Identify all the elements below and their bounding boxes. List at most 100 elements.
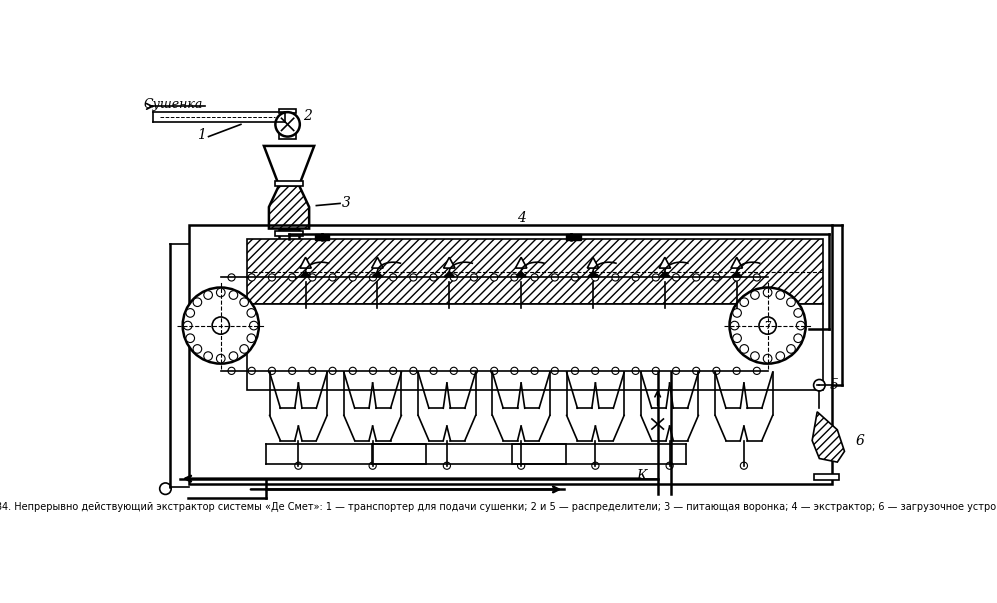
Circle shape xyxy=(733,309,742,317)
Polygon shape xyxy=(264,146,314,186)
Circle shape xyxy=(754,274,761,281)
Circle shape xyxy=(444,462,451,469)
Circle shape xyxy=(240,298,248,306)
Bar xyxy=(372,444,427,464)
Circle shape xyxy=(182,288,259,364)
Circle shape xyxy=(203,352,212,361)
Circle shape xyxy=(713,274,720,281)
Circle shape xyxy=(349,367,356,374)
Circle shape xyxy=(329,367,336,374)
Circle shape xyxy=(228,274,235,281)
Circle shape xyxy=(672,367,680,374)
Circle shape xyxy=(794,334,803,343)
Polygon shape xyxy=(731,257,743,268)
Circle shape xyxy=(451,274,458,281)
Circle shape xyxy=(814,379,826,391)
Circle shape xyxy=(212,317,229,334)
Circle shape xyxy=(369,274,377,281)
Bar xyxy=(279,109,296,113)
Circle shape xyxy=(471,274,478,281)
Circle shape xyxy=(776,352,785,361)
Circle shape xyxy=(430,274,437,281)
Circle shape xyxy=(741,462,748,469)
Text: К: К xyxy=(636,470,647,484)
Bar xyxy=(279,229,299,243)
Bar xyxy=(815,475,839,480)
Text: Сушенка: Сушенка xyxy=(144,98,203,111)
Circle shape xyxy=(510,367,518,374)
Circle shape xyxy=(349,274,356,281)
Circle shape xyxy=(591,367,599,374)
Polygon shape xyxy=(515,257,526,268)
Circle shape xyxy=(248,274,255,281)
Circle shape xyxy=(733,367,740,374)
Circle shape xyxy=(193,298,201,306)
Circle shape xyxy=(612,367,619,374)
Circle shape xyxy=(754,367,761,374)
Bar xyxy=(189,225,831,484)
Circle shape xyxy=(491,274,498,281)
Circle shape xyxy=(693,367,700,374)
Circle shape xyxy=(733,334,742,343)
Circle shape xyxy=(571,367,578,374)
Circle shape xyxy=(632,274,639,281)
Text: 3: 3 xyxy=(342,197,350,210)
Circle shape xyxy=(451,367,458,374)
Bar xyxy=(279,134,296,139)
Circle shape xyxy=(517,462,524,469)
Text: 4: 4 xyxy=(516,211,525,225)
Circle shape xyxy=(787,298,796,306)
Polygon shape xyxy=(660,272,670,277)
Bar xyxy=(246,239,823,304)
Circle shape xyxy=(268,367,275,374)
Circle shape xyxy=(193,345,201,353)
Circle shape xyxy=(185,309,194,317)
Circle shape xyxy=(430,367,437,374)
Circle shape xyxy=(249,321,258,330)
Circle shape xyxy=(248,367,255,374)
Circle shape xyxy=(410,367,417,374)
Circle shape xyxy=(216,355,225,363)
Circle shape xyxy=(730,321,739,330)
Circle shape xyxy=(240,345,248,353)
Text: 1: 1 xyxy=(197,128,205,142)
Circle shape xyxy=(390,367,397,374)
Circle shape xyxy=(531,274,538,281)
Circle shape xyxy=(632,367,639,374)
Circle shape xyxy=(551,367,558,374)
Circle shape xyxy=(216,288,225,297)
Polygon shape xyxy=(813,412,844,462)
Circle shape xyxy=(776,291,785,299)
Circle shape xyxy=(713,367,720,374)
Bar xyxy=(511,444,566,464)
Polygon shape xyxy=(372,257,383,268)
Circle shape xyxy=(693,274,700,281)
Circle shape xyxy=(288,274,296,281)
Text: 7: 7 xyxy=(764,321,771,330)
Circle shape xyxy=(160,483,171,494)
Circle shape xyxy=(787,345,796,353)
Polygon shape xyxy=(732,272,742,277)
Polygon shape xyxy=(300,272,311,277)
Text: 5: 5 xyxy=(831,378,839,392)
Bar xyxy=(275,232,303,236)
Circle shape xyxy=(329,274,336,281)
Circle shape xyxy=(247,334,255,343)
Text: Рис. 84. Непрерывно действующий экстрактор системы «Де Смет»: 1 — транспортер дл: Рис. 84. Непрерывно действующий экстракт… xyxy=(0,502,997,513)
Circle shape xyxy=(531,367,538,374)
Polygon shape xyxy=(587,257,599,268)
Circle shape xyxy=(551,274,558,281)
Circle shape xyxy=(764,288,772,297)
Polygon shape xyxy=(659,257,671,268)
Polygon shape xyxy=(444,257,455,268)
Polygon shape xyxy=(445,272,455,277)
Circle shape xyxy=(228,367,235,374)
Circle shape xyxy=(652,367,659,374)
Polygon shape xyxy=(269,186,309,229)
Circle shape xyxy=(510,274,518,281)
Bar xyxy=(275,181,303,186)
Circle shape xyxy=(229,291,237,299)
Circle shape xyxy=(759,317,777,334)
Polygon shape xyxy=(588,272,598,277)
Circle shape xyxy=(672,274,680,281)
